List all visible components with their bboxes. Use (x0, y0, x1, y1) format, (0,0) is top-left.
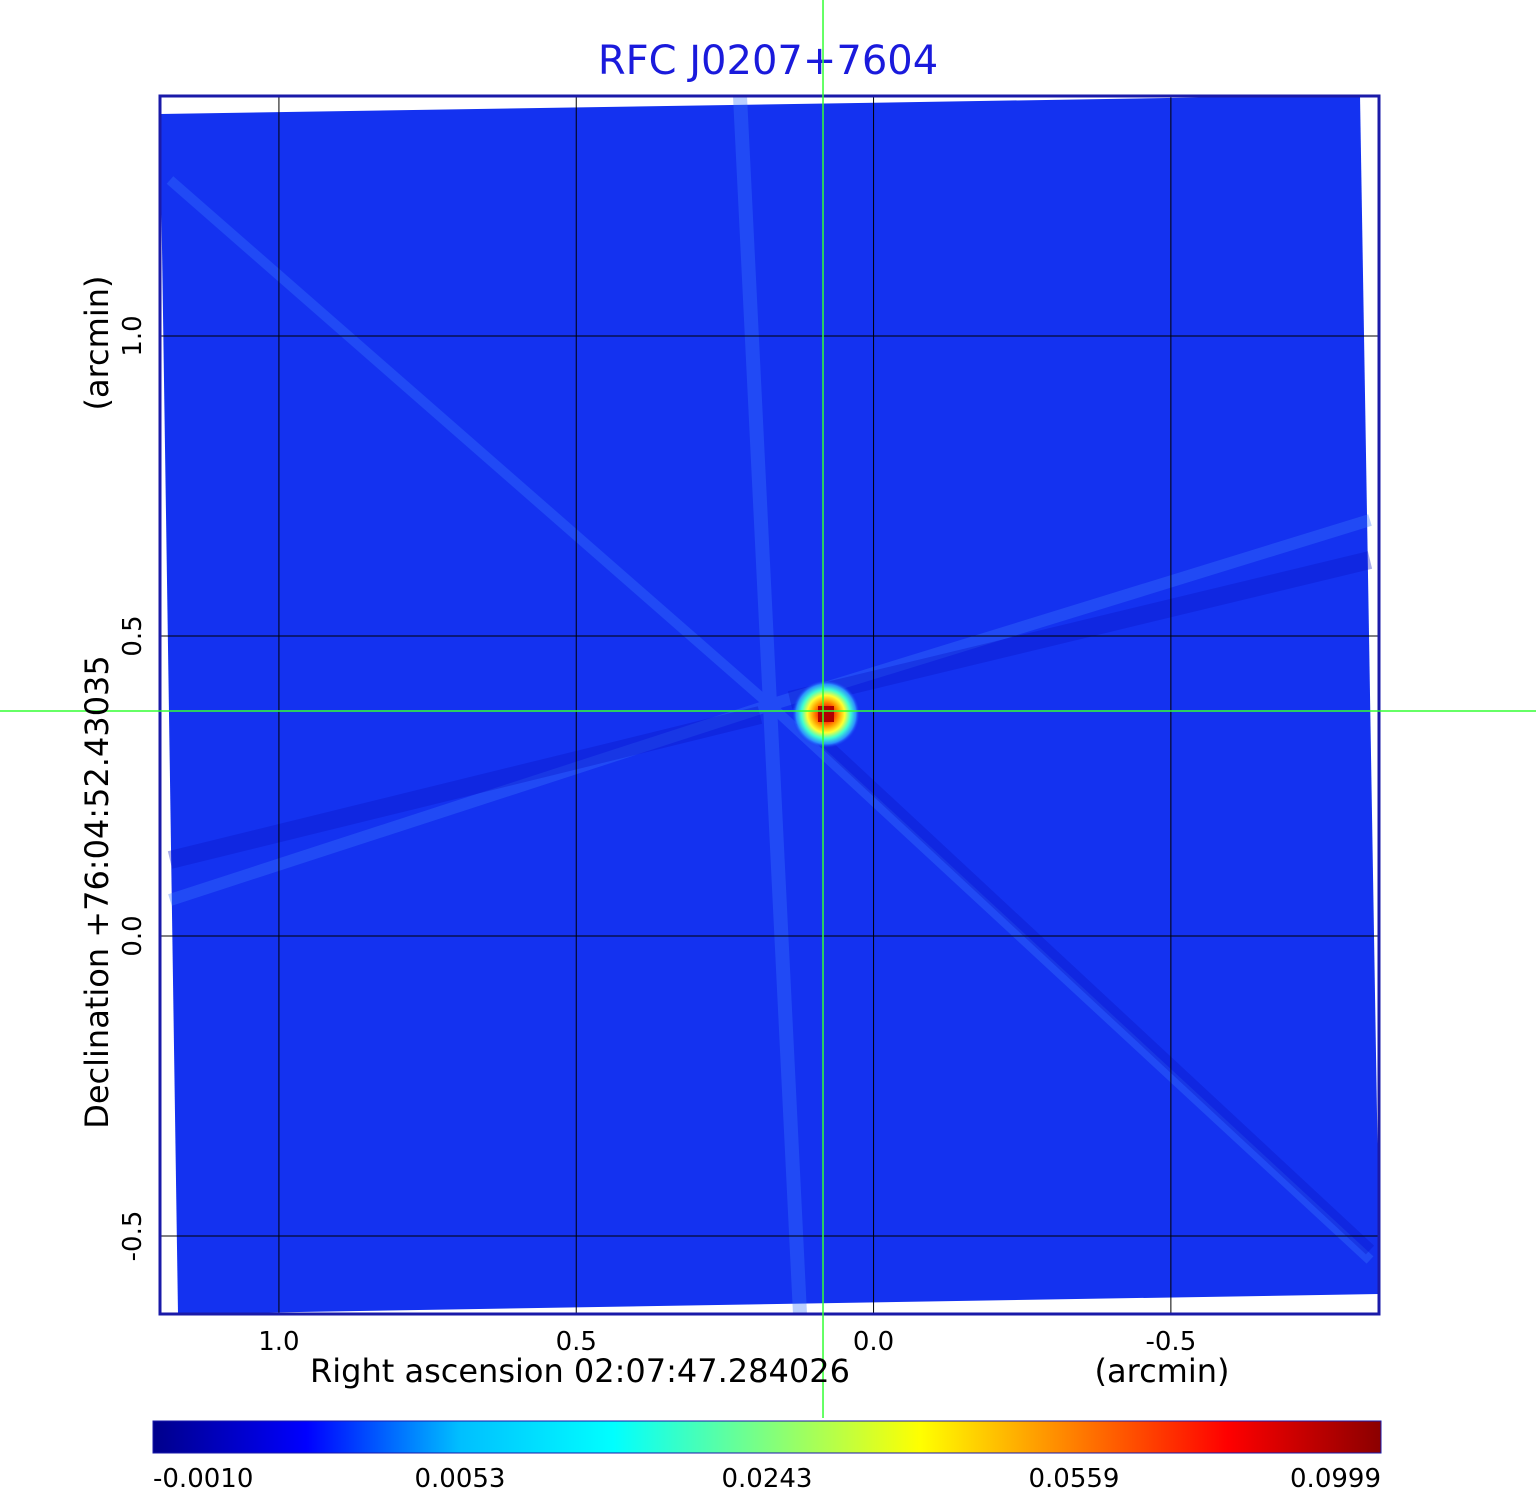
colorbar-tick-label: 0.0559 (1029, 1464, 1120, 1494)
colorbar (152, 1420, 1382, 1454)
negative-streaks (167, 551, 1375, 1255)
dark-streak-1 (787, 551, 1373, 709)
x-tick-label: 0.0 (853, 1327, 894, 1357)
x-tick-label: -0.5 (1146, 1327, 1197, 1357)
image-area (160, 96, 1379, 1314)
x-tick-label: 0.5 (556, 1327, 597, 1357)
y-tick-label: 1.0 (118, 315, 148, 356)
y-tick-label: 0.5 (118, 615, 148, 656)
x-axis-label: Right ascension 02:07:47.284026 (310, 1352, 850, 1390)
colorbar-tick-label: 0.0243 (722, 1464, 813, 1494)
colorbar-tick-label: -0.0010 (153, 1464, 253, 1494)
dark-streak-2 (167, 706, 763, 869)
y-axis-unit: (arcmin) (78, 276, 116, 411)
data-coverage-field (160, 96, 1379, 1314)
y-tick-label: 0.0 (118, 915, 148, 956)
y-tick-labels: -0.5 0.0 0.5 1.0 (118, 315, 148, 1261)
plot-frame (158, 94, 1381, 1316)
streak-5 (766, 701, 1374, 1264)
streak-1 (733, 96, 777, 706)
streak-3 (168, 699, 772, 906)
colorbar-tick-labels: -0.0010 0.0053 0.0243 0.0559 0.0999 (153, 1464, 1381, 1494)
coordinate-grid (160, 96, 1379, 1314)
dark-streak-3 (795, 715, 1375, 1255)
colorbar-tick-label: 0.0053 (415, 1464, 506, 1494)
x-tick-labels: 1.0 0.5 0.0 -0.5 (258, 1327, 1196, 1357)
radio-source-core (817, 706, 834, 722)
streak-4 (768, 514, 1372, 711)
sidelobe-streaks (166, 96, 1374, 1314)
chart-title: RFC J0207+7604 (598, 38, 938, 84)
y-axis-label: Declination +76:04:52.43035 (78, 655, 116, 1129)
streak-6 (166, 176, 774, 709)
x-tick-label: 1.0 (258, 1327, 299, 1357)
x-axis-unit: (arcmin) (1095, 1352, 1230, 1390)
colorbar-tick-label: 0.0999 (1290, 1464, 1381, 1494)
y-tick-label: -0.5 (118, 1211, 148, 1262)
streak-2 (763, 704, 807, 1314)
